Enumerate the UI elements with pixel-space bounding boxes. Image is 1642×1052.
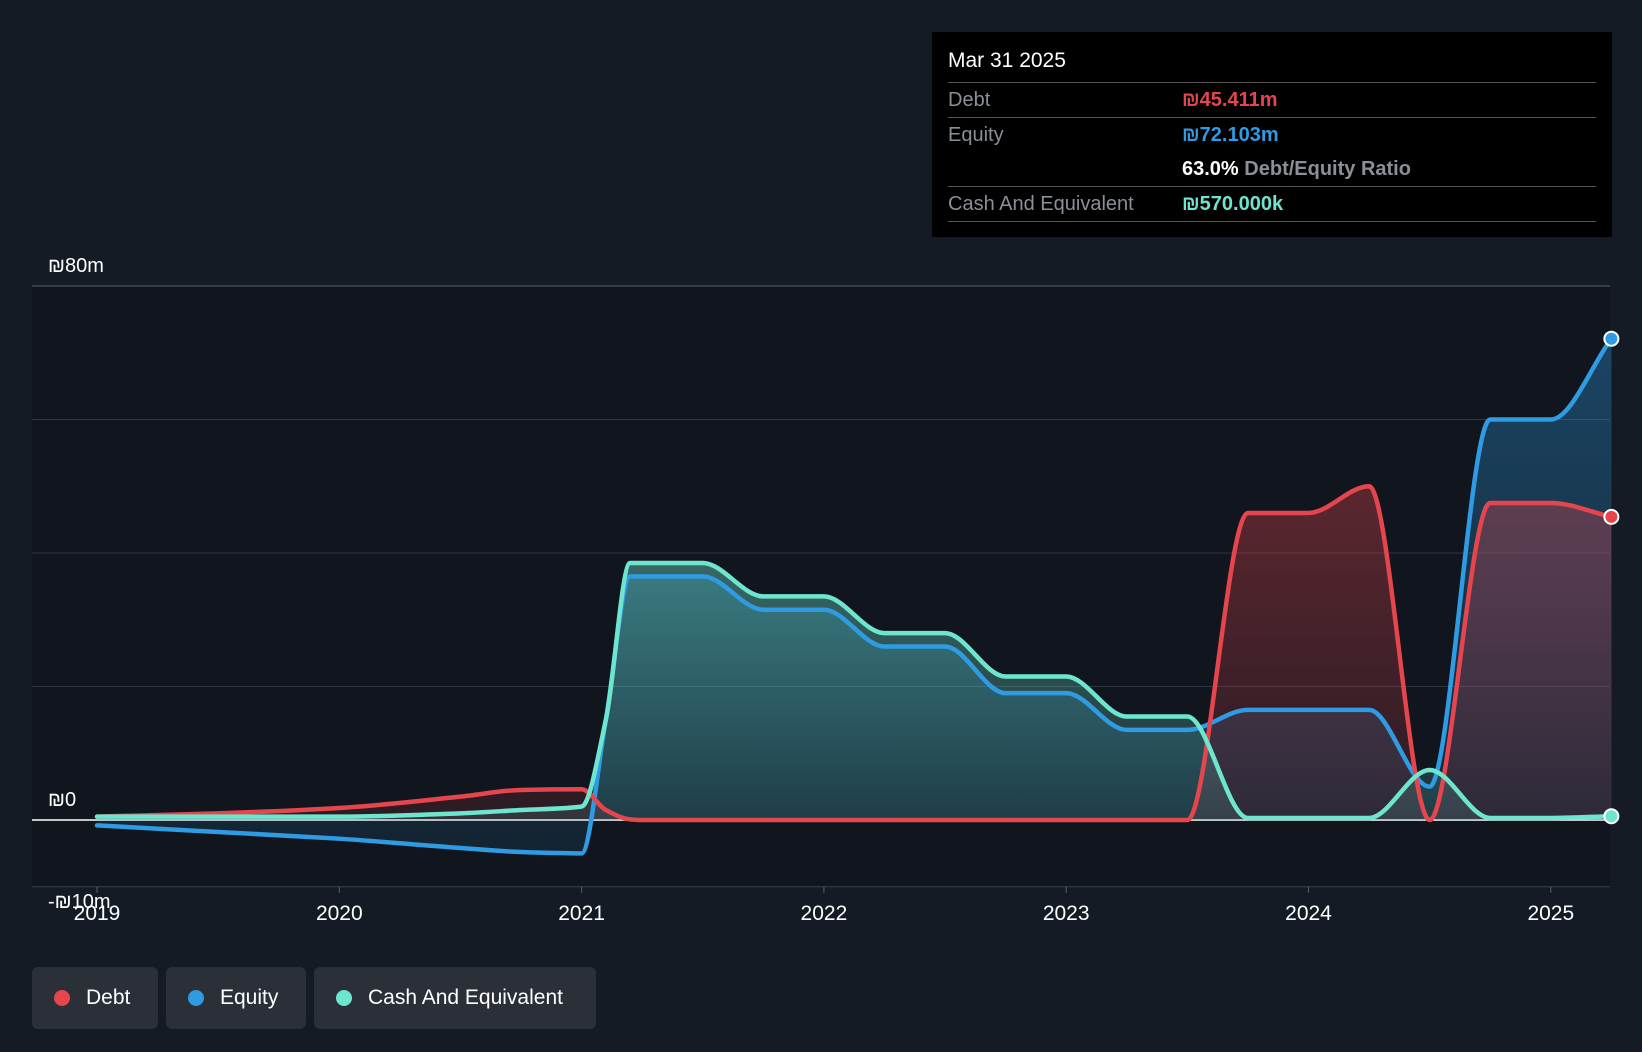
cash-end-point (1603, 808, 1620, 825)
debt-line (94, 484, 1614, 823)
tooltip-debt-label: Debt (948, 89, 991, 111)
x-tick-label: 2024 (1285, 902, 1332, 925)
equity-legend-dot-icon (188, 990, 204, 1006)
label-layer: 2019 2020 2021 2022 2023 2024 2025 ₪80m ₪0 -₪10m (48, 255, 1574, 925)
cash-line (94, 560, 1614, 821)
cash-area (97, 563, 1612, 820)
debt-end-point (1603, 508, 1620, 525)
tooltip-panel: Mar 31 2025 Debt ₪45.411m Equity ₪72.103… (932, 32, 1612, 237)
legend-cash-label: Cash And Equivalent (368, 986, 563, 1009)
tooltip-cash-row: Cash And Equivalent ₪570.000k (948, 187, 1596, 222)
equity-end-point (1603, 330, 1620, 347)
x-tick-label: 2023 (1043, 902, 1090, 925)
tooltip-ratio-row: 63.0% Debt/Equity Ratio (948, 152, 1596, 187)
tooltip-ratio-value: 63.0% (1182, 158, 1239, 180)
legend-debt-label: Debt (86, 986, 131, 1009)
legend-item-debt[interactable]: Debt (32, 967, 158, 1029)
tooltip-equity-value: ₪72.103m (1182, 124, 1279, 146)
tooltip-cash-value: ₪570.000k (1182, 193, 1284, 215)
x-tick-label: 2022 (801, 902, 848, 925)
line-layer (94, 336, 1614, 856)
legend-item-cash[interactable]: Cash And Equivalent (314, 967, 596, 1029)
tooltip-date: Mar 31 2025 (948, 46, 1596, 83)
x-tick-label: 2025 (1527, 902, 1574, 925)
end-marker-layer (1603, 330, 1620, 825)
tooltip-ratio: 63.0% Debt/Equity Ratio (1182, 152, 1411, 186)
tooltip-cash-label: Cash And Equivalent (948, 193, 1134, 215)
tooltip-ratio-label: Debt/Equity Ratio (1244, 158, 1411, 180)
x-tick-label: 2019 (74, 902, 121, 925)
y-axis-label: ₪0 (48, 789, 76, 811)
cash-legend-dot-icon (336, 990, 352, 1006)
debt-legend-dot-icon (54, 990, 70, 1006)
x-tick-label: 2020 (316, 902, 363, 925)
x-tick-label: 2021 (558, 902, 605, 925)
legend-item-equity[interactable]: Equity (166, 967, 306, 1029)
tooltip-debt-row: Debt ₪45.411m (948, 83, 1596, 118)
equity-line (94, 336, 1614, 856)
tooltip-equity-row: Equity ₪72.103m (948, 118, 1596, 152)
legend-equity-label: Equity (220, 986, 279, 1009)
y-axis-label: -₪10m (48, 891, 111, 913)
tooltip-debt-value: ₪45.411m (1182, 89, 1278, 111)
y-axis-label: ₪80m (48, 255, 104, 277)
tooltip-equity-label: Equity (948, 124, 1004, 146)
